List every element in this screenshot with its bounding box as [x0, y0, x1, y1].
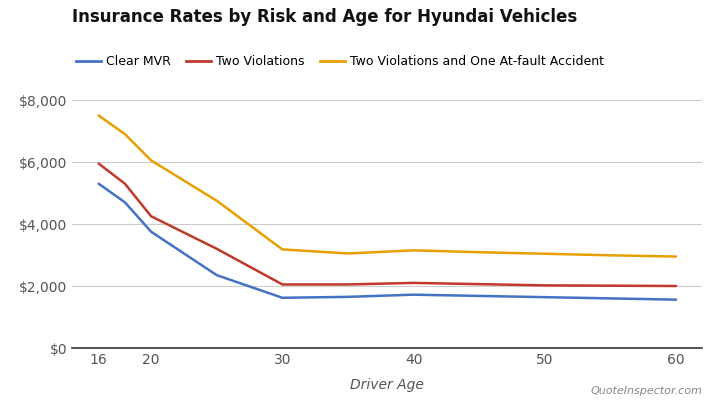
Two Violations and One At-fault Accident [344, 251, 353, 256]
Line: Two Violations and One At-fault Accident: Two Violations and One At-fault Accident [98, 116, 676, 256]
Clear MVR [540, 295, 549, 300]
Text: QuoteInspector.com: QuoteInspector.com [590, 386, 702, 396]
Clear MVR [278, 295, 287, 300]
Legend: Clear MVR, Two Violations, Two Violations and One At-fault Accident: Clear MVR, Two Violations, Two Violation… [72, 50, 609, 73]
Two Violations [606, 283, 615, 288]
Clear MVR [147, 229, 156, 234]
Text: Insurance Rates by Risk and Age for Hyundai Vehicles: Insurance Rates by Risk and Age for Hyun… [72, 8, 578, 26]
Two Violations and One At-fault Accident [278, 247, 287, 252]
Line: Clear MVR: Clear MVR [98, 184, 676, 300]
Two Violations [212, 246, 221, 251]
Two Violations and One At-fault Accident [606, 253, 615, 258]
Two Violations [147, 214, 156, 219]
Two Violations [344, 282, 353, 287]
Two Violations [540, 283, 549, 288]
Clear MVR [475, 294, 484, 298]
Two Violations [409, 280, 418, 285]
Two Violations and One At-fault Accident [94, 113, 103, 118]
Two Violations and One At-fault Accident [540, 251, 549, 256]
Two Violations and One At-fault Accident [672, 254, 681, 259]
Clear MVR [212, 273, 221, 278]
Two Violations [475, 282, 484, 286]
Clear MVR [120, 200, 130, 205]
Clear MVR [606, 296, 615, 301]
Two Violations [672, 284, 681, 288]
Clear MVR [672, 297, 681, 302]
Clear MVR [409, 292, 418, 297]
Two Violations and One At-fault Accident [212, 198, 221, 203]
Two Violations and One At-fault Accident [120, 132, 130, 136]
Two Violations and One At-fault Accident [475, 250, 484, 255]
Clear MVR [344, 294, 353, 299]
Two Violations and One At-fault Accident [409, 248, 418, 253]
Two Violations [120, 181, 130, 186]
Two Violations [94, 161, 103, 166]
Two Violations and One At-fault Accident [147, 158, 156, 163]
Line: Two Violations: Two Violations [98, 164, 676, 286]
Two Violations [278, 282, 287, 287]
X-axis label: Driver Age: Driver Age [350, 378, 424, 392]
Clear MVR [94, 181, 103, 186]
